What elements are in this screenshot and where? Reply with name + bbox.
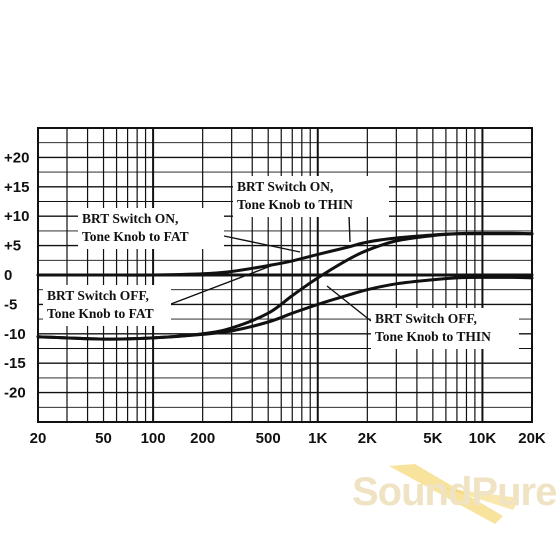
series-label: Tone Knob to THIN xyxy=(375,329,491,344)
annotation-background xyxy=(233,176,389,217)
y-tick-label: +5 xyxy=(4,238,21,255)
x-tick-label: 5K xyxy=(423,430,442,447)
curve-brt-off-thin xyxy=(36,275,534,341)
series-label: Tone Knob to FAT xyxy=(82,229,189,244)
annotation-leader xyxy=(170,263,277,305)
series-label: Tone Knob to THIN xyxy=(237,197,353,212)
x-tick-label: 100 xyxy=(141,430,166,447)
x-tick-label: 1K xyxy=(308,430,327,447)
series-label: Tone Knob to FAT xyxy=(47,306,154,321)
y-tick-label: +10 xyxy=(4,208,29,225)
series-label: BRT Switch ON, xyxy=(82,211,178,226)
x-tick-label: 50 xyxy=(95,430,112,447)
annotation-leader xyxy=(223,235,301,253)
annotation-leader-lines xyxy=(170,214,372,322)
y-tick-label: 0 xyxy=(4,267,12,284)
y-tick-label: -5 xyxy=(4,296,17,313)
soundpure-watermark: SoundPure xyxy=(352,470,557,514)
y-tick-label: -20 xyxy=(4,385,26,402)
annotation-background xyxy=(43,285,171,326)
y-tick-label: -10 xyxy=(4,326,26,343)
annotation-leader xyxy=(326,285,372,322)
y-tick-label: +15 xyxy=(4,179,29,196)
series-label: BRT Switch OFF, xyxy=(375,311,477,326)
series-label: BRT Switch OFF, xyxy=(47,288,149,303)
x-tick-label: 500 xyxy=(256,430,281,447)
y-tick-label: +20 xyxy=(4,149,29,166)
x-tick-label: 2K xyxy=(358,430,377,447)
annotation-leader xyxy=(348,214,351,243)
x-tick-label: 200 xyxy=(190,430,215,447)
series-annotations: BRT Switch ON, Tone Knob to THIN BRT Switc… xyxy=(43,176,519,349)
annotation-background xyxy=(371,308,519,349)
annotation-background xyxy=(78,208,224,249)
axis-tick-labels: 20 50 100 200 500 1K 2K 5K 10K 20K +20 +15 +10 +5 0 -5 -… xyxy=(4,149,546,447)
response-curves xyxy=(36,231,534,341)
series-label: BRT Switch ON, xyxy=(237,179,333,194)
y-tick-label: -15 xyxy=(4,355,26,372)
x-tick-label: 20K xyxy=(518,430,546,447)
x-tick-label: 20 xyxy=(30,430,47,447)
x-tick-label: 10K xyxy=(469,430,497,447)
guitar-pick-logo-icon xyxy=(389,464,519,524)
